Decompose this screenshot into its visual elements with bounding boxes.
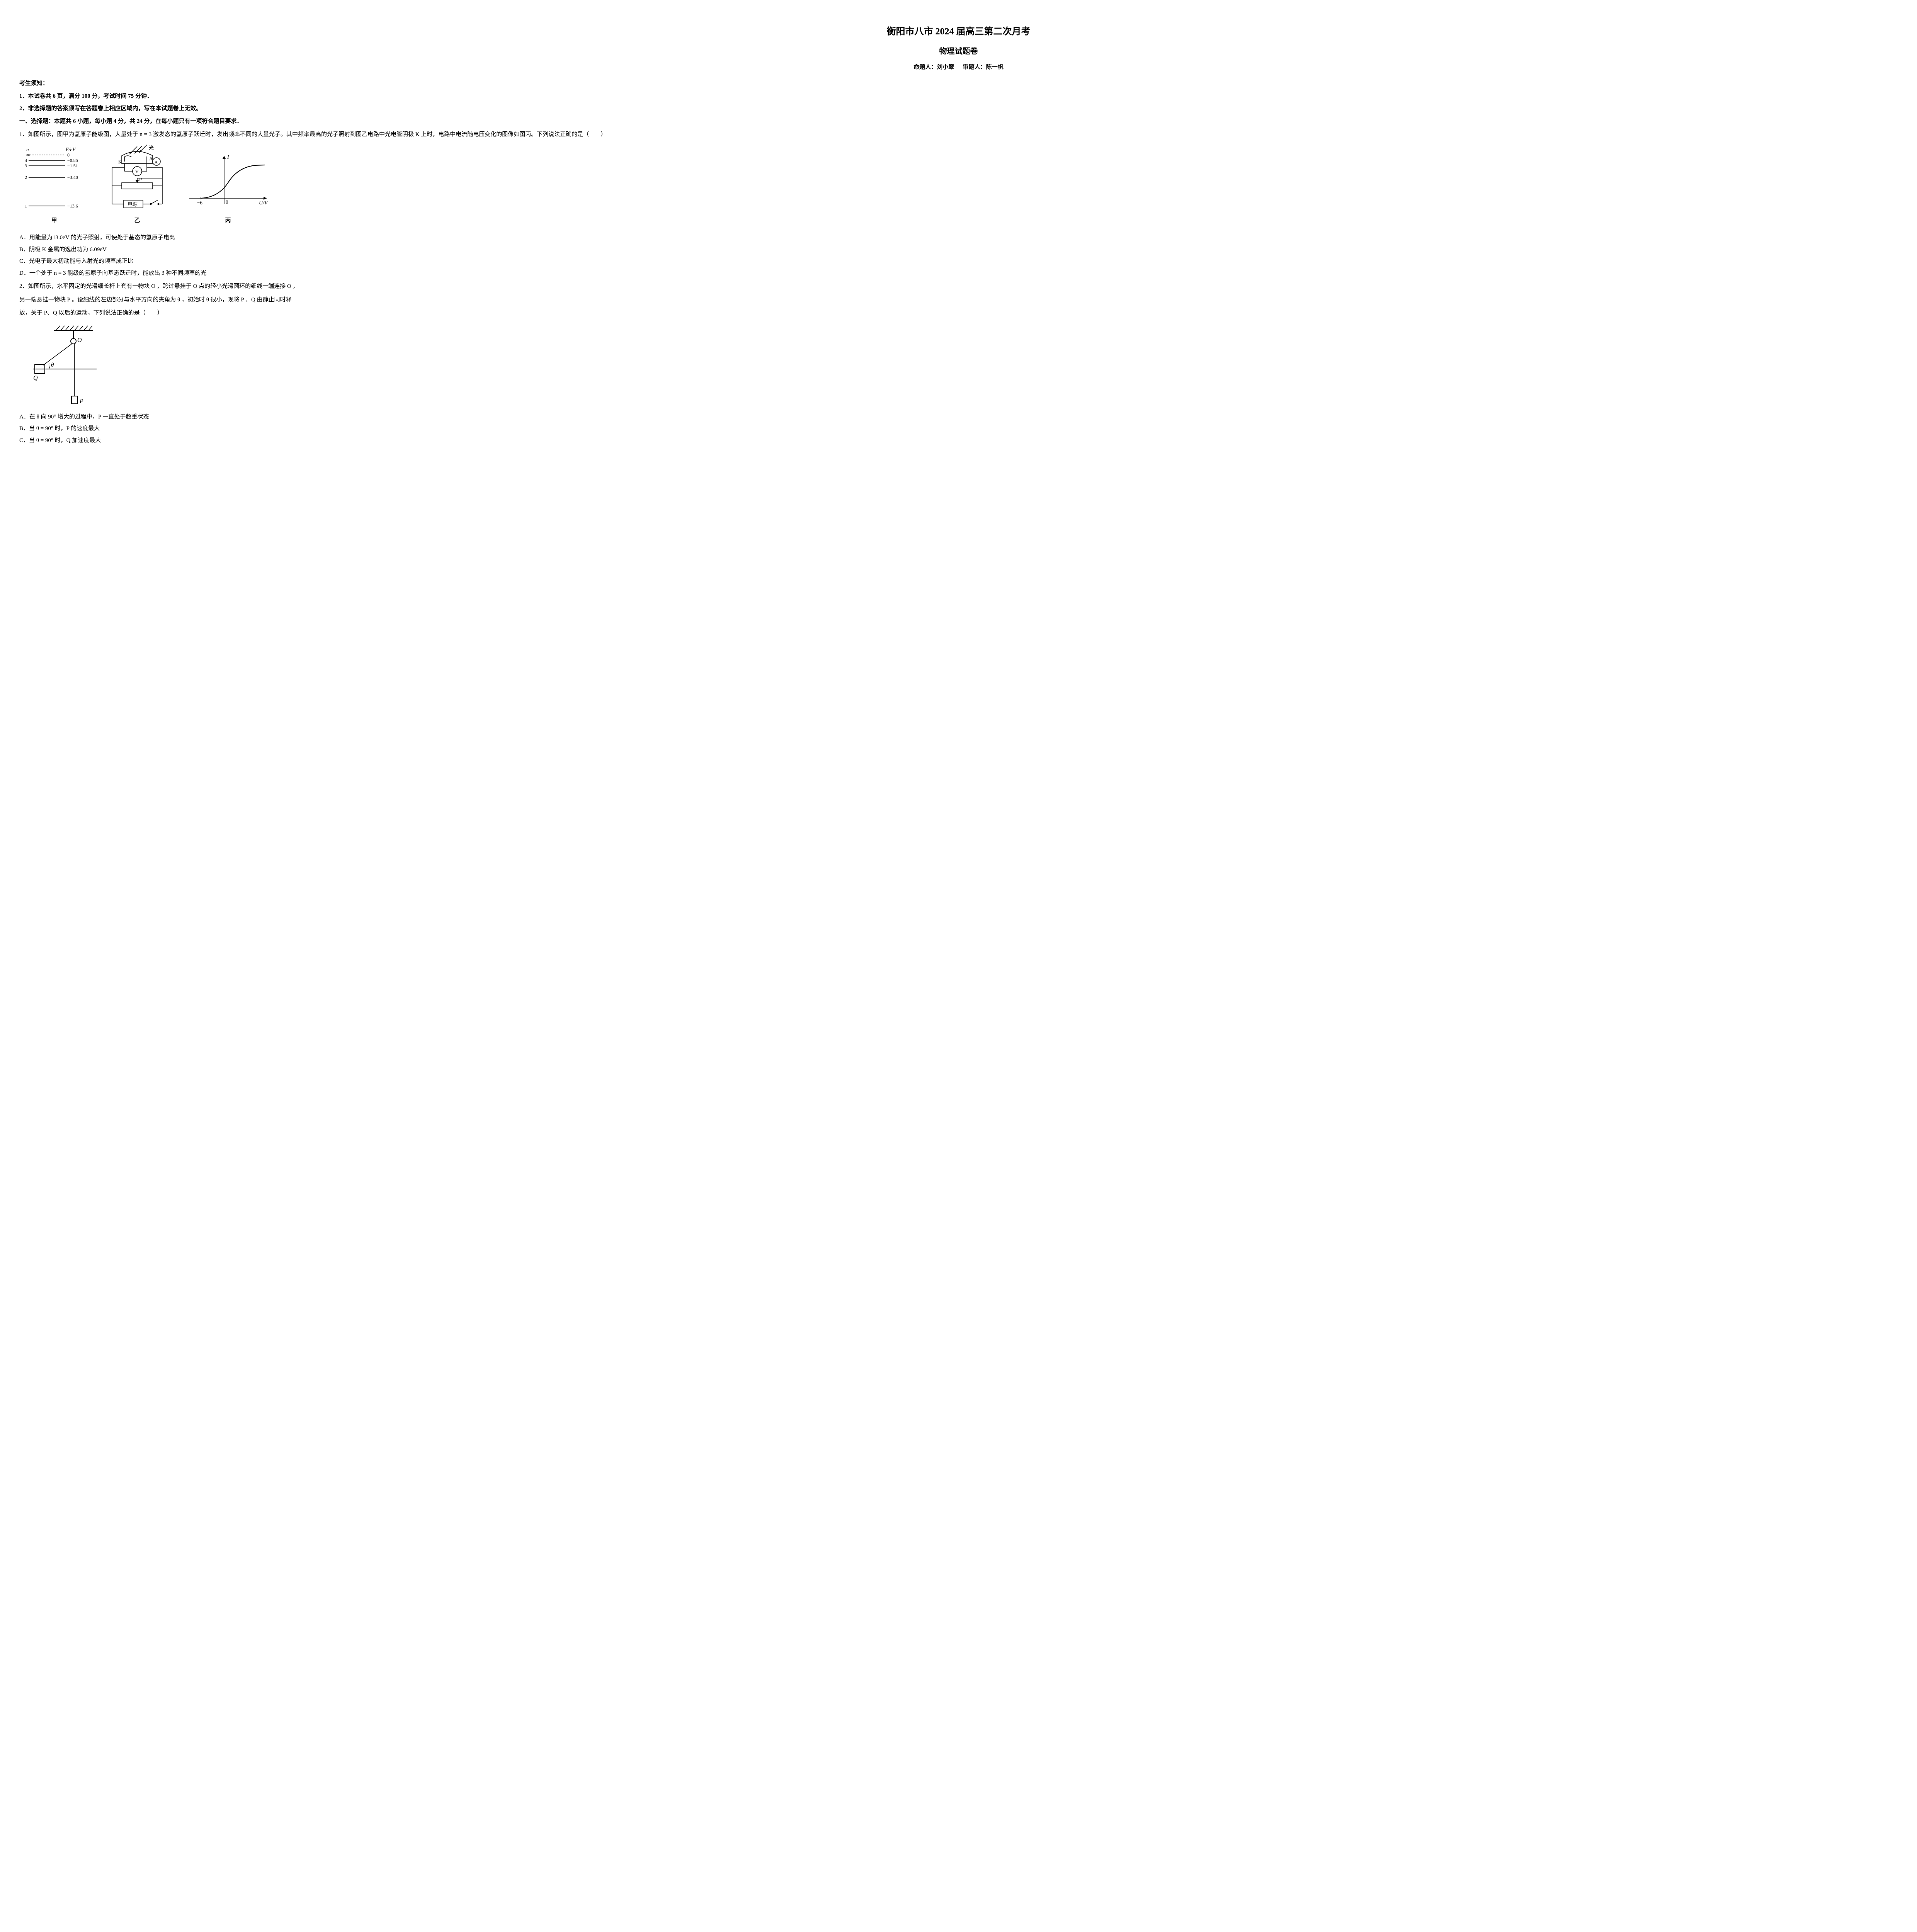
q2-stem-a: 2．如图所示，水平固定的光滑细长杆上套有一物块 O ，跨过悬挂于 O 点的轻小光… [19,281,1898,292]
level-2-e: −3.40 [67,175,78,180]
q1-stem: 1．如图所示，图甲为氢原子能级图，大量处于 n = 3 激发态的氢原子跃迁时，发… [19,129,1898,140]
q2-diagram-svg: O Q θ P [31,323,100,408]
p-label: P [139,177,142,182]
q1-options: A．用能量为13.0eV 的光子照射，可使处于基态的氢原子电离 B．阴极 K 金… [19,232,1898,279]
x-axis-arrow [264,197,267,200]
author1-name: 刘小翠 [937,64,954,70]
notice-heading: 考生须知： [19,78,1898,89]
q1-option-c: C．光电子最大初动能与入射光的频率成正比 [19,256,1898,267]
authors-line: 命题人：刘小翠 审题人：陈一帆 [19,62,1898,73]
q1-option-a: A．用能量为13.0eV 的光子照射，可使处于基态的氢原子电离 [19,232,1898,243]
cathode-k [124,156,131,162]
notice-line-2: 2．非选择题的答案须写在答题卷上相应区域内，写在本试题卷上无效。 [19,103,1898,114]
p-label: P [79,398,83,405]
k-label: K [118,159,122,165]
voltmeter-v: V [135,169,139,174]
fig-caption-bing: 丙 [185,215,270,226]
q1-figure-iv-curve: I U/V 0 −6 丙 [185,152,270,226]
inf-label: ∞ [26,152,30,158]
o-label: O [77,337,82,344]
level-4-e: −0.85 [67,158,78,163]
q2-figure: O Q θ P [31,323,1898,408]
iv-curve-svg: I U/V 0 −6 [185,152,270,214]
q2-stem-b: 另一端悬挂一物块 P 。设细线的左边部分与水平方向的夹角为 θ ，初始时 θ 很… [19,294,1898,306]
notice-line-1: 1．本试卷共 6 页，满分 100 分，考试时间 75 分钟． [19,91,1898,102]
q2-option-b: B．当 θ = 90° 时，P 的速度最大 [19,423,1898,434]
zero-label: 0 [67,152,70,158]
level-3-e: −1.51 [67,163,78,168]
section1-heading: 一、选择题：本题共 6 小题，每小题 4 分，共 24 分，在每小题只有一项符合… [19,116,1898,127]
switch-arm [151,200,158,204]
fig-caption-yi: 乙 [100,215,174,226]
e-axis-label: E/eV [65,146,76,152]
u-axis-label: U/V [259,200,268,206]
q2-option-a: A．在 θ 向 90° 增大的过程中，P 一直处于超重状态 [19,412,1898,423]
q2-option-c: C．当 θ = 90° 时，Q 加速度最大 [19,435,1898,446]
y-axis-arrow [223,156,226,159]
slider-arrow [135,180,139,183]
author2-prefix: 审题人： [963,64,986,70]
ammeter-a: A [155,160,158,165]
source-label: 电源 [128,201,138,207]
circuit-svg: 光 K A V A [100,144,174,214]
ring-o [71,338,76,344]
photocell-body [122,151,153,163]
light-label: 光 [149,145,154,151]
q1-figure-circuit: 光 K A V A [100,144,174,226]
q2-stem-c: 放，关于 P、Q 以后的运动，下列说法正确的是（ ） [19,308,1898,319]
energy-level-svg: n ∞ E/eV 0 4 −0.85 3 −1.51 2 −3.40 1 −13… [19,144,89,214]
q1-option-d: D．一个处于 n = 3 能级的氢原子向基态跃迁时，能放出 3 种不同频率的光 [19,268,1898,279]
q1-option-b: B．阴极 K 金属的逸出功为 6.09eV [19,244,1898,255]
block-p [71,396,78,404]
author1-prefix: 命题人： [913,64,937,70]
angle-arc [49,363,50,369]
theta-label: θ [51,362,54,368]
q1-figures-row: n ∞ E/eV 0 4 −0.85 3 −1.51 2 −3.40 1 −13… [19,144,1898,226]
author2-name: 陈一帆 [986,64,1004,70]
level-3-n: 3 [25,163,27,168]
q1-figure-energy-levels: n ∞ E/eV 0 4 −0.85 3 −1.51 2 −3.40 1 −13… [19,144,89,226]
string-oq [43,344,72,365]
level-1-n: 1 [25,203,27,209]
iv-curve-path [201,165,265,198]
n-axis-label: n [26,146,29,152]
ceiling-hatch [56,326,92,330]
i-axis-label: I [227,155,230,160]
level-1-e: −13.6 [67,203,78,209]
level-2-n: 2 [25,175,27,180]
level-4-n: 4 [25,158,27,163]
rheostat-body [122,183,153,189]
q2-options: A．在 θ 向 90° 增大的过程中，P 一直处于超重状态 B．当 θ = 90… [19,412,1898,446]
exam-subtitle: 物理试题卷 [19,44,1898,59]
q-label: Q [33,375,38,381]
exam-title: 衡阳市八市 2024 届高三第二次月考 [19,23,1898,41]
fig-caption-jia: 甲 [19,215,89,226]
origin-label: 0 [226,199,228,205]
x-tick-neg6-label: −6 [197,200,202,206]
